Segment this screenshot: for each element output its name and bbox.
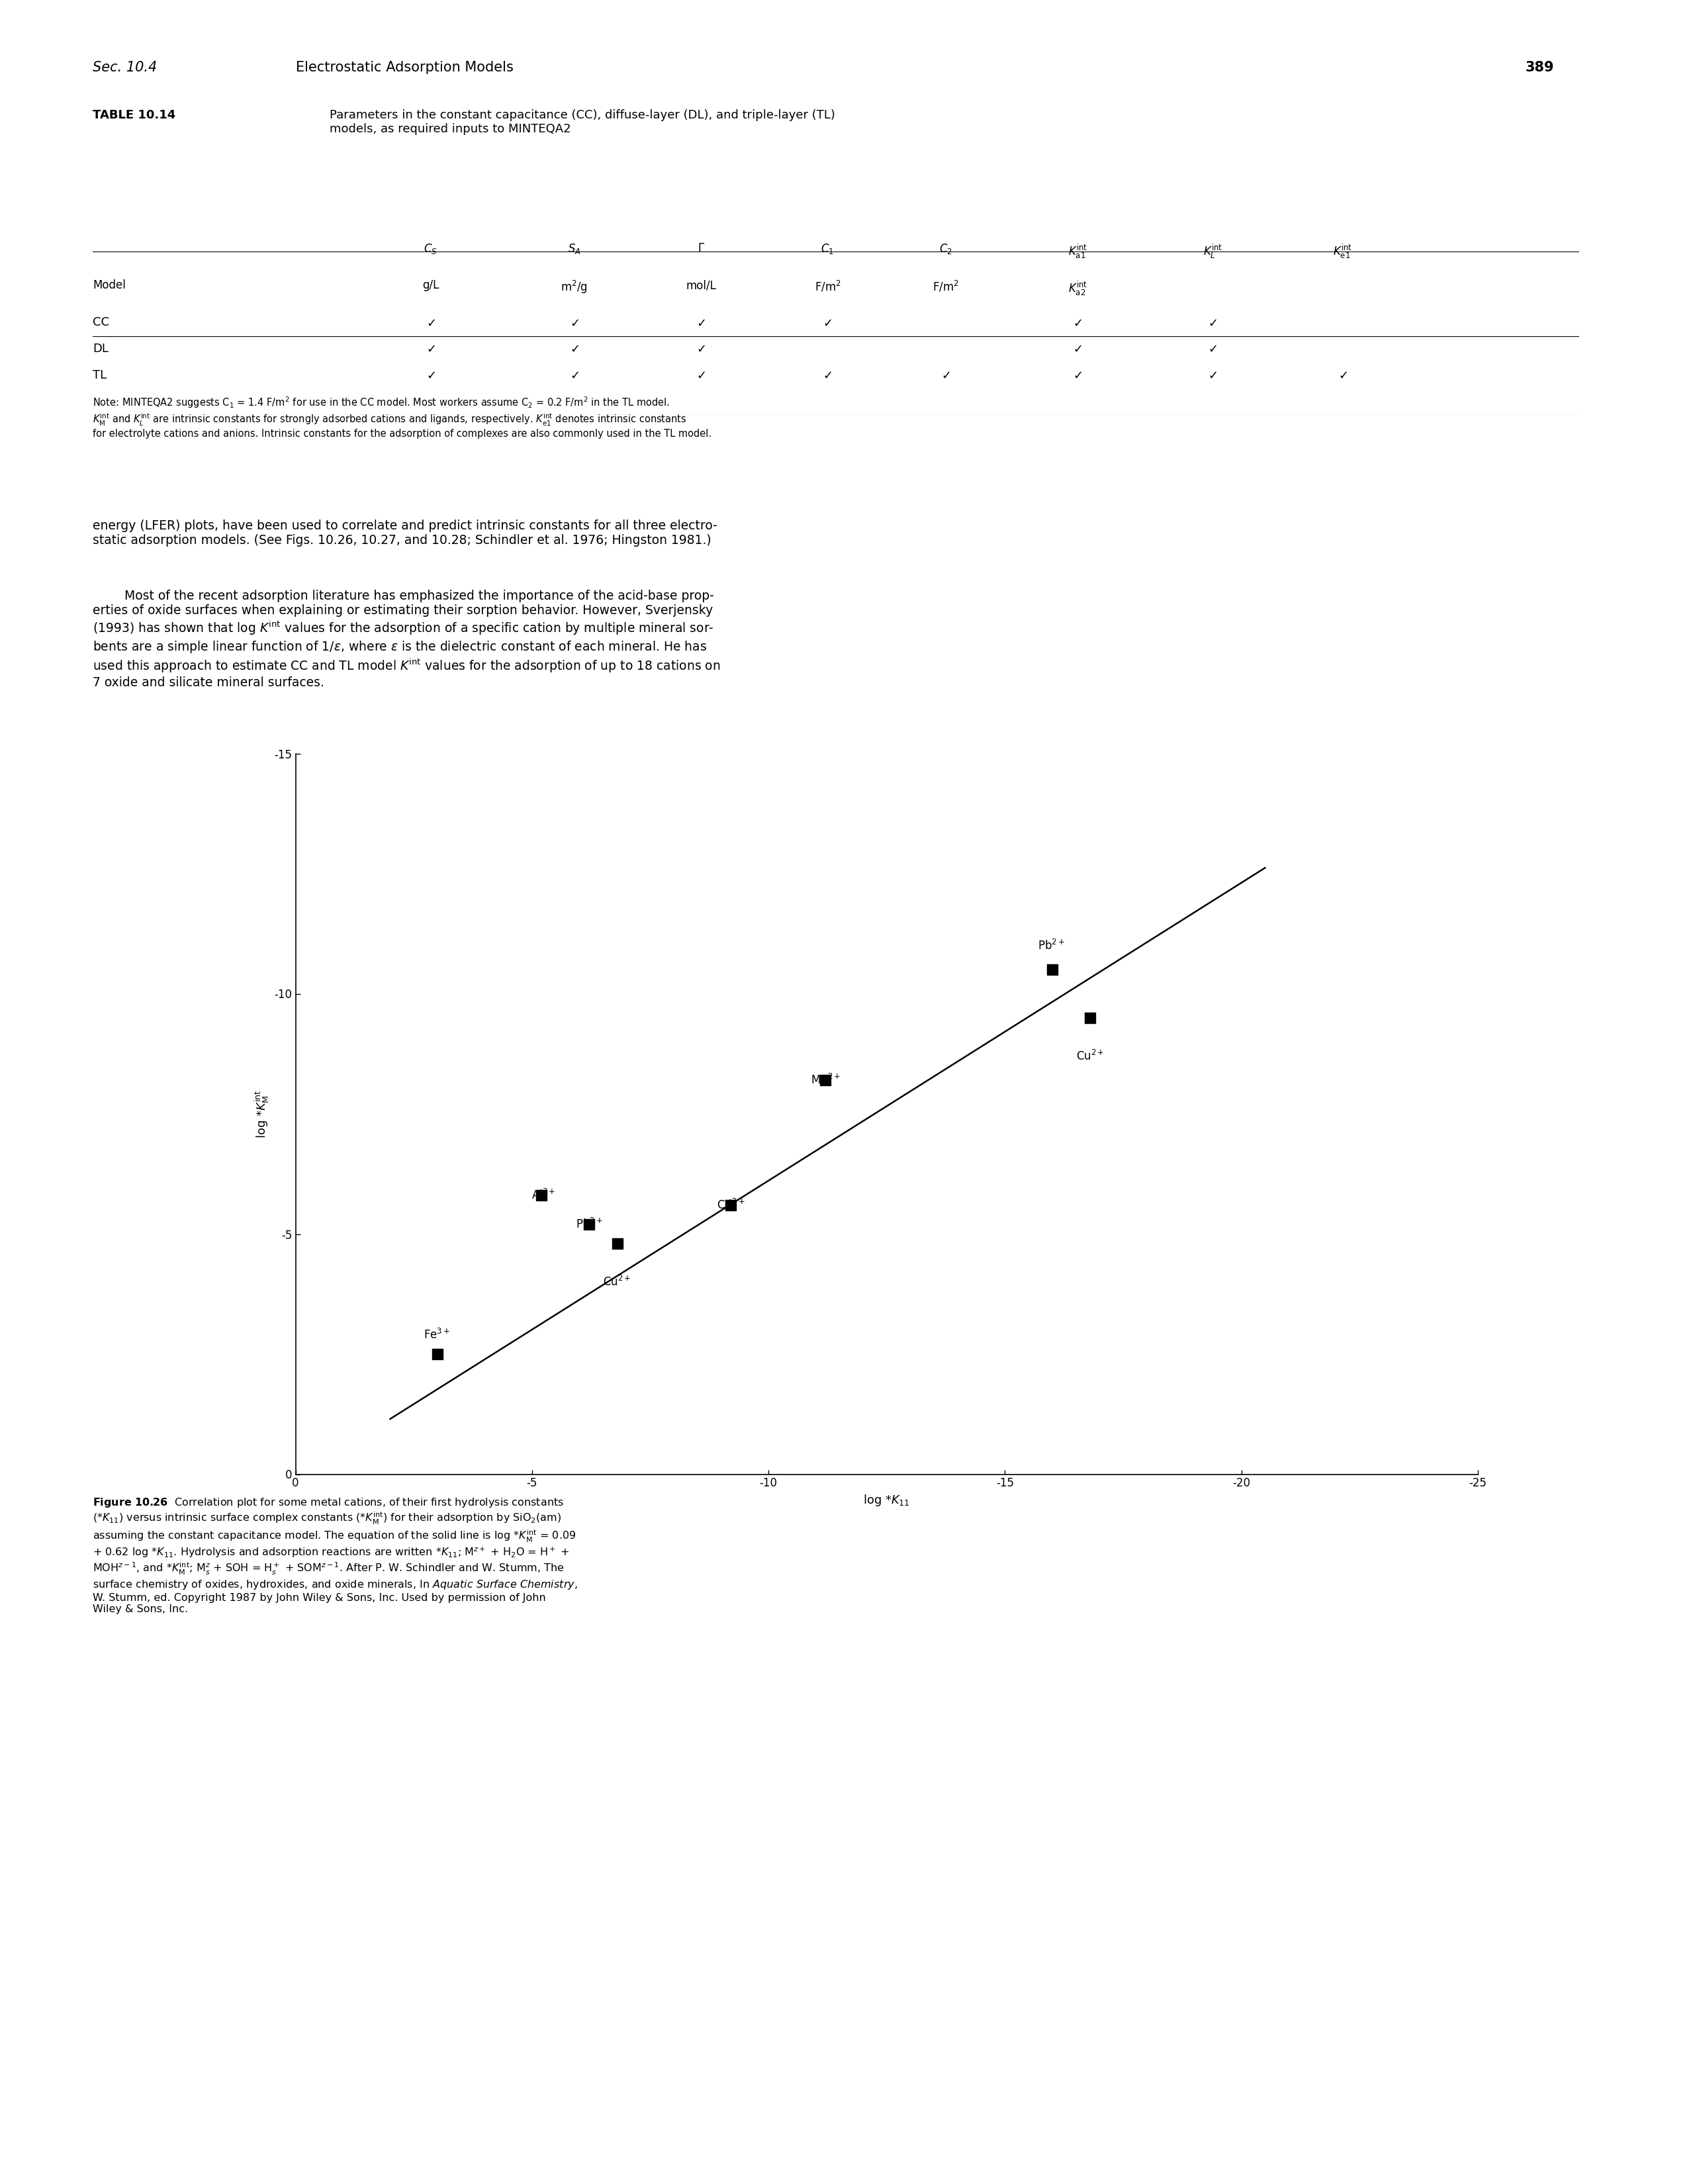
Text: $\checkmark$: $\checkmark$ — [569, 369, 579, 380]
Text: $\checkmark$: $\checkmark$ — [1208, 369, 1218, 380]
Text: $K_L^{\mathrm{int}}$: $K_L^{\mathrm{int}}$ — [1203, 242, 1223, 260]
Text: $\checkmark$: $\checkmark$ — [1338, 369, 1348, 380]
Text: $\checkmark$: $\checkmark$ — [941, 369, 951, 380]
Text: $\checkmark$: $\checkmark$ — [696, 317, 706, 328]
Text: $\checkmark$: $\checkmark$ — [1073, 317, 1083, 328]
Text: Electrostatic Adsorption Models: Electrostatic Adsorption Models — [296, 61, 513, 74]
Text: $\checkmark$: $\checkmark$ — [426, 317, 436, 328]
Text: Pb$^{2+}$: Pb$^{2+}$ — [1039, 939, 1066, 952]
Text: Al$^{3+}$: Al$^{3+}$ — [532, 1188, 556, 1201]
Text: Mg$^{2+}$: Mg$^{2+}$ — [811, 1072, 841, 1088]
Text: $\checkmark$: $\checkmark$ — [426, 343, 436, 354]
Point — [576, 1208, 603, 1243]
Text: Cu$^{2+}$: Cu$^{2+}$ — [1076, 1051, 1105, 1064]
Text: Note: MINTEQA2 suggests C$_1$ = 1.4 F/m$^2$ for use in the CC model. Most worker: Note: MINTEQA2 suggests C$_1$ = 1.4 F/m$… — [93, 395, 711, 439]
Text: Cd$^{2+}$: Cd$^{2+}$ — [716, 1199, 745, 1212]
Text: Fe$^{3+}$: Fe$^{3+}$ — [424, 1328, 449, 1341]
Text: $K_{\mathrm{e1}}^{\mathrm{int}}$: $K_{\mathrm{e1}}^{\mathrm{int}}$ — [1333, 242, 1353, 260]
Text: $\checkmark$: $\checkmark$ — [569, 343, 579, 354]
Text: $C_2$: $C_2$ — [939, 242, 953, 256]
Point — [529, 1177, 556, 1212]
Text: $\Gamma$: $\Gamma$ — [698, 242, 704, 253]
Text: 389: 389 — [1525, 61, 1554, 74]
Point — [1076, 1000, 1103, 1035]
Text: $\checkmark$: $\checkmark$ — [823, 369, 833, 380]
X-axis label: log $*K_{11}$: log $*K_{11}$ — [863, 1494, 910, 1507]
Text: $K_{\mathrm{a2}}^{\mathrm{int}}$: $K_{\mathrm{a2}}^{\mathrm{int}}$ — [1067, 280, 1088, 297]
Text: TABLE 10.14: TABLE 10.14 — [93, 109, 176, 120]
Text: $\mathbf{Figure\ 10.26}$  Correlation plot for some metal cations, of their firs: $\mathbf{Figure\ 10.26}$ Correlation plo… — [93, 1496, 578, 1614]
Text: $\checkmark$: $\checkmark$ — [696, 369, 706, 380]
Text: $C_S$: $C_S$ — [424, 242, 437, 256]
Text: $\checkmark$: $\checkmark$ — [1208, 343, 1218, 354]
Text: DL: DL — [93, 343, 108, 354]
Text: TL: TL — [93, 369, 106, 380]
Text: $C_1$: $C_1$ — [821, 242, 834, 256]
Y-axis label: log $*K_{\mathrm{M}}^{\mathrm{int}}$: log $*K_{\mathrm{M}}^{\mathrm{int}}$ — [253, 1090, 270, 1138]
Text: energy (LFER) plots, have been used to correlate and predict intrinsic constants: energy (LFER) plots, have been used to c… — [93, 520, 718, 546]
Text: $\checkmark$: $\checkmark$ — [696, 343, 706, 354]
Point — [603, 1225, 630, 1260]
Text: $\checkmark$: $\checkmark$ — [569, 317, 579, 328]
Point — [718, 1188, 745, 1223]
Text: Parameters in the constant capacitance (CC), diffuse-layer (DL), and triple-laye: Parameters in the constant capacitance (… — [329, 109, 834, 135]
Point — [424, 1337, 451, 1372]
Text: F/m$^2$: F/m$^2$ — [814, 280, 841, 293]
Text: Most of the recent adsorption literature has emphasized the importance of the ac: Most of the recent adsorption literature… — [93, 590, 721, 688]
Text: $\checkmark$: $\checkmark$ — [823, 317, 833, 328]
Text: Cu$^{2+}$: Cu$^{2+}$ — [603, 1275, 632, 1289]
Text: $\checkmark$: $\checkmark$ — [1208, 317, 1218, 328]
Point — [812, 1064, 839, 1099]
Text: $\checkmark$: $\checkmark$ — [1073, 369, 1083, 380]
Text: mol/L: mol/L — [686, 280, 716, 290]
Text: $S_A$: $S_A$ — [568, 242, 581, 256]
Text: Pb$^{2+}$: Pb$^{2+}$ — [576, 1219, 603, 1232]
Text: CC: CC — [93, 317, 110, 328]
Text: F/m$^2$: F/m$^2$ — [932, 280, 959, 293]
Text: Sec. 10.4: Sec. 10.4 — [93, 61, 157, 74]
Text: Model: Model — [93, 280, 127, 290]
Text: $K_{\mathrm{a1}}^{\mathrm{int}}$: $K_{\mathrm{a1}}^{\mathrm{int}}$ — [1067, 242, 1088, 260]
Point — [1039, 952, 1066, 987]
Text: $\checkmark$: $\checkmark$ — [426, 369, 436, 380]
Text: g/L: g/L — [422, 280, 439, 290]
Text: m$^2$/g: m$^2$/g — [561, 280, 588, 295]
Text: $\checkmark$: $\checkmark$ — [1073, 343, 1083, 354]
